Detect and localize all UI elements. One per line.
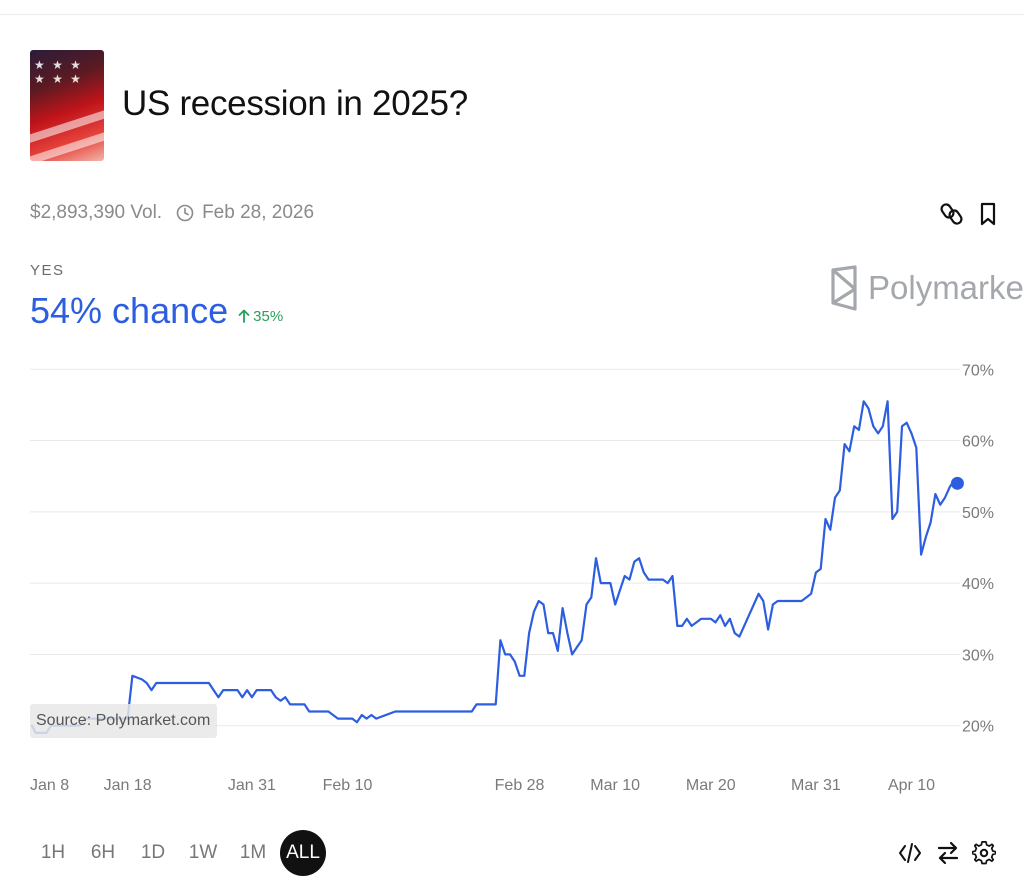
change-value: 35% bbox=[253, 307, 284, 325]
chance-value: 54% chance bbox=[30, 290, 229, 331]
price-chart: 20% 30% 40% 50% 60% 70% Jan 8 Jan 18 Jan 31 Feb 1… bbox=[30, 362, 994, 794]
x-tick-label: Feb 10 bbox=[323, 777, 373, 794]
polymarket-logo-icon bbox=[831, 265, 857, 311]
volume-text: $2,893,390 Vol. bbox=[30, 202, 163, 223]
time-range-selector: 1H 6H 1D 1W 1M ALL bbox=[30, 830, 330, 876]
current-point bbox=[950, 476, 964, 490]
y-tick-label: 40% bbox=[962, 576, 994, 593]
y-tick-label: 30% bbox=[962, 647, 994, 664]
x-tick-label: Mar 20 bbox=[686, 777, 736, 794]
flag-stars-icon: ★ ★ ★ ★ ★ ★ bbox=[34, 58, 83, 86]
range-button-1w[interactable]: 1W bbox=[188, 842, 218, 863]
code-icon[interactable] bbox=[898, 840, 922, 866]
range-button-1d[interactable]: 1D bbox=[140, 842, 166, 863]
price-line bbox=[30, 400, 959, 734]
end-date-text: Feb 28, 2026 bbox=[202, 202, 315, 223]
range-button-1h[interactable]: 1H bbox=[40, 842, 66, 863]
y-tick-label: 60% bbox=[962, 434, 994, 451]
x-tick-label: Mar 31 bbox=[791, 777, 841, 794]
top-divider bbox=[0, 14, 1024, 15]
chance-display: 54% chance 35% bbox=[30, 290, 283, 332]
range-button-1m[interactable]: 1M bbox=[239, 842, 267, 863]
bookmark-icon[interactable] bbox=[978, 201, 998, 227]
x-tick-label: Jan 31 bbox=[228, 777, 276, 794]
x-tick-label: Feb 28 bbox=[495, 777, 545, 794]
range-button-6h[interactable]: 6H bbox=[90, 842, 116, 863]
market-meta: $2,893,390 Vol. Feb 28, 2026 bbox=[30, 202, 314, 224]
brand-watermark: Polymarket bbox=[830, 265, 1024, 311]
source-label: Source: Polymarket.com bbox=[30, 704, 217, 738]
clock-icon bbox=[176, 204, 194, 222]
swap-icon[interactable] bbox=[936, 840, 960, 866]
outcome-label: YES bbox=[30, 262, 65, 279]
x-tick-label: Jan 8 bbox=[30, 777, 69, 794]
y-tick-label: 70% bbox=[962, 362, 994, 379]
arrow-up-icon bbox=[238, 309, 250, 323]
change-badge: 35% bbox=[238, 308, 283, 325]
market-thumbnail: ★ ★ ★ ★ ★ ★ bbox=[30, 50, 104, 161]
x-tick-label: Mar 10 bbox=[590, 777, 640, 794]
y-tick-label: 20% bbox=[962, 719, 994, 736]
x-tick-label: Jan 18 bbox=[104, 777, 152, 794]
x-tick-label: Apr 10 bbox=[888, 777, 935, 794]
y-tick-label: 50% bbox=[962, 505, 994, 522]
brand-name: Polymarket bbox=[868, 269, 1024, 306]
gear-icon[interactable] bbox=[972, 840, 996, 866]
link-icon[interactable] bbox=[940, 201, 964, 227]
range-button-all[interactable]: ALL bbox=[280, 830, 326, 876]
market-title: US recession in 2025? bbox=[122, 84, 468, 123]
